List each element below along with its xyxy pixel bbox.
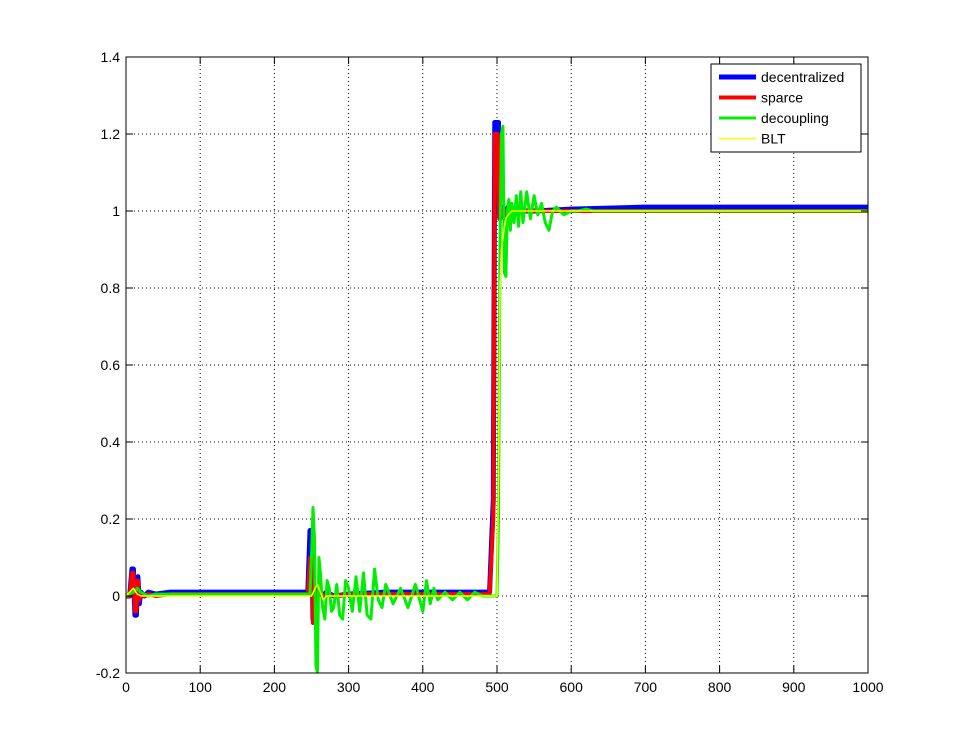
x-tick-label: 800: [708, 679, 732, 695]
legend-label: BLT: [761, 131, 786, 147]
x-tick-label: 100: [189, 679, 213, 695]
ticks: 0 100 200 300 400 500 600 700 800 900 1000-0.200.2…: [96, 49, 884, 695]
series-line-decoupling: [126, 124, 868, 673]
x-tick-label: 500: [485, 679, 509, 695]
legend-label: sparce: [761, 90, 803, 106]
x-tick-label: 700: [634, 679, 658, 695]
x-tick-label: 300: [337, 679, 361, 695]
grid: [126, 57, 868, 673]
x-tick-label: 0: [122, 679, 130, 695]
y-tick-label: 0.8: [101, 280, 121, 296]
y-tick-label: -0.2: [96, 665, 120, 681]
legend-label: decentralized: [761, 69, 844, 85]
y-tick-label: 0.6: [101, 357, 121, 373]
x-tick-label: 1000: [852, 679, 883, 695]
y-tick-label: 0.2: [101, 511, 121, 527]
x-tick-label: 900: [782, 679, 806, 695]
y-tick-label: 0.4: [101, 434, 121, 450]
x-tick-label: 200: [263, 679, 287, 695]
x-tick-label: 400: [411, 679, 435, 695]
y-tick-label: 0: [112, 588, 120, 604]
x-tick-label: 600: [560, 679, 584, 695]
series-group: [126, 119, 868, 673]
legend: decentralized sparce decoupling BLT: [710, 63, 862, 153]
series-line-blt: [126, 210, 868, 601]
y-tick-label: 1: [112, 203, 120, 219]
y-tick-label: 1.2: [101, 126, 121, 142]
legend-label: decoupling: [761, 110, 829, 126]
y-tick-label: 1.4: [101, 49, 121, 65]
